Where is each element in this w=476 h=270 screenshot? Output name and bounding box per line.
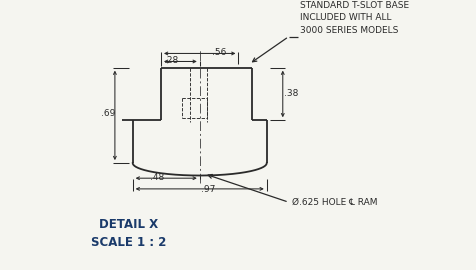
Text: .97: .97 — [201, 185, 215, 194]
Text: DETAIL X
SCALE 1 : 2: DETAIL X SCALE 1 : 2 — [90, 218, 166, 249]
Text: .28: .28 — [164, 56, 178, 65]
Text: STANDARD T-SLOT BASE
INCLUDED WITH ALL
3000 SERIES MODELS: STANDARD T-SLOT BASE INCLUDED WITH ALL 3… — [299, 1, 408, 35]
Text: Ø.625 HOLE ℄ RAM: Ø.625 HOLE ℄ RAM — [291, 198, 376, 207]
Text: .38: .38 — [283, 89, 298, 99]
Text: .56: .56 — [212, 48, 226, 57]
Text: .48: .48 — [150, 173, 164, 182]
Text: .69: .69 — [100, 109, 115, 118]
